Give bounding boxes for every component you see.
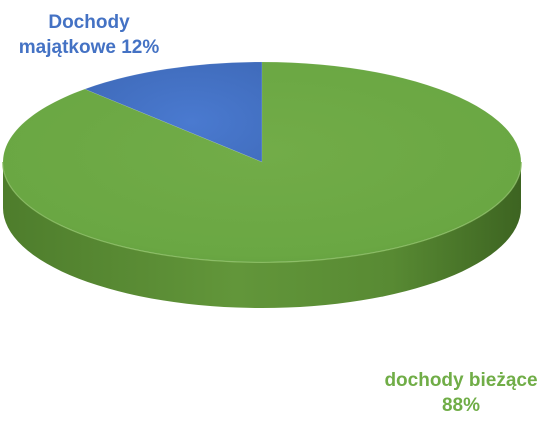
slice-label-biezace-line1: dochody bieżące <box>384 370 538 391</box>
pie-slice-biezace <box>2 61 522 263</box>
pie-side-wall <box>3 162 521 308</box>
slice-label-biezace-line2: 88% <box>441 395 481 416</box>
slice-label-majatkowe-line2: majątkowe 12% <box>18 37 160 58</box>
pie-slice-majatkowe <box>83 61 263 163</box>
slice-label-majatkowe: Dochody majątkowe 12% <box>0 10 178 60</box>
pie-top-group <box>2 61 522 263</box>
slice-label-biezace: dochody bieżące 88% <box>378 368 544 418</box>
slice-label-majatkowe-line1: Dochody <box>48 12 130 33</box>
